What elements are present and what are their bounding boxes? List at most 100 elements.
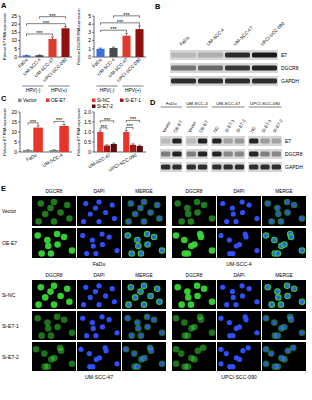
if-cell [38,250,45,257]
if-cell [299,329,306,336]
if-nucleus [240,348,245,353]
if-nucleus [114,361,119,366]
y-tick [18,142,20,143]
if-nucleus [276,251,280,255]
error-bar [51,37,54,39]
blot-band [225,79,250,84]
if-nucleus [231,211,236,216]
blot-band [198,165,207,170]
blot-band [171,66,196,71]
if-nucleus [218,361,223,366]
if-cell [124,315,131,322]
if-nucleus [129,333,133,337]
if-nucleus [157,300,161,304]
blot-strip [248,149,282,159]
category-label: UM-SCC-47 [87,152,112,169]
y-axis-label: Relative DGCR8 RNA expression [77,8,81,64]
if-cell [181,363,188,370]
if-cell [268,218,275,225]
if-nucleus [160,362,164,366]
if-cell [185,294,192,301]
if-nucleus [88,211,93,216]
if-nucleus [100,242,105,247]
if-nucleus [276,333,280,337]
blot-band [172,165,181,170]
if-cell [271,237,278,244]
group-label: UPCI-SCC-090 [221,374,257,380]
if-nucleus [132,351,136,355]
if-nucleus [264,316,268,320]
error-bar [26,149,29,150]
blot-strip [170,63,278,73]
if-image [77,228,121,258]
if-cell [141,218,148,225]
if-nucleus [139,251,143,255]
if-nucleus [149,349,153,353]
if-nucleus [279,356,283,360]
group-label: HPV(+) [125,88,141,93]
if-image [262,342,306,371]
if-image [77,196,121,226]
if-cell [154,285,161,292]
if-cell [44,319,51,326]
blot-band [212,152,221,157]
blot-band [172,139,181,144]
if-image-background [172,228,216,258]
blot-row-label: DGCR8 [281,65,299,71]
if-cell [156,298,163,305]
blot-strip [186,162,209,172]
bars [97,130,143,152]
if-nucleus [91,326,96,331]
if-nucleus [83,285,88,290]
if-image [172,311,216,340]
blot-band [161,139,170,144]
if-nucleus [78,347,83,352]
if-nucleus [124,347,128,351]
if-image [262,228,306,258]
if-image [32,342,76,371]
if-cell [51,283,58,290]
if-nucleus [254,216,259,221]
error-bar [138,145,141,147]
if-cell [135,325,142,332]
if-nucleus [224,302,229,307]
if-nucleus [87,351,92,356]
if-image-background [77,280,121,309]
channel-label: MERGE [135,189,153,194]
bar [135,29,143,57]
legend-swatch [18,99,22,103]
if-nucleus [269,219,273,223]
if-cell [45,363,52,370]
blot-strip [170,50,278,60]
if-nucleus [224,219,229,224]
error-bar [64,27,67,29]
bar [137,146,143,152]
if-cell [47,205,54,212]
blot-band [272,165,281,170]
category-label: UPCI-SCC-090 [42,57,68,83]
if-nucleus [145,325,149,329]
if-cell [66,298,73,305]
if-nucleus [239,199,244,204]
channel-label: MERGE [275,189,293,194]
if-image [217,311,261,340]
if-cell [159,329,166,336]
if-cell [159,360,166,367]
if-nucleus [285,294,289,298]
if-nucleus [90,364,95,369]
y-tick [18,57,20,58]
if-cell [284,209,291,216]
blot-band [260,165,269,170]
if-cell [185,211,192,218]
if-cell [288,316,295,323]
bar [23,150,33,152]
if-nucleus [126,302,130,306]
y-tick [92,122,94,123]
error-bar [99,131,102,132]
if-nucleus [276,212,280,216]
blot-d: VectorOE-E7FaDuVectorOE-E7UM-SCC-4NCSi-E… [160,101,303,172]
blot-band [161,165,170,170]
if-nucleus [291,346,295,350]
lane-label: FaDu [179,35,191,47]
significance-label: *** [49,13,56,19]
